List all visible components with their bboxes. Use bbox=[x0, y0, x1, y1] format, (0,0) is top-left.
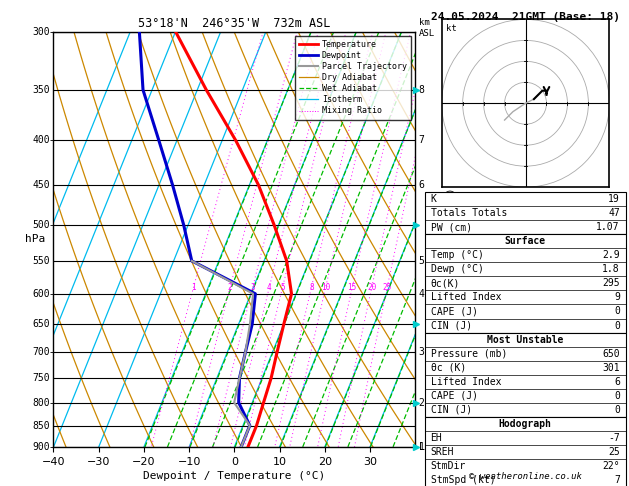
Text: 450: 450 bbox=[32, 180, 50, 190]
Text: 24.05.2024  21GMT (Base: 18): 24.05.2024 21GMT (Base: 18) bbox=[431, 12, 620, 22]
Text: Mixing Ratio (g/kg): Mixing Ratio (g/kg) bbox=[447, 188, 456, 291]
Text: 19: 19 bbox=[608, 194, 620, 204]
Text: Lifted Index: Lifted Index bbox=[431, 377, 501, 387]
Text: hPa: hPa bbox=[25, 234, 45, 244]
Text: kt: kt bbox=[446, 24, 457, 33]
Text: 2: 2 bbox=[228, 283, 232, 292]
Text: 7: 7 bbox=[614, 475, 620, 485]
Text: 6: 6 bbox=[614, 377, 620, 387]
Text: 301: 301 bbox=[602, 363, 620, 373]
Text: 400: 400 bbox=[32, 136, 50, 145]
Text: 8: 8 bbox=[419, 85, 425, 95]
Text: 600: 600 bbox=[32, 289, 50, 299]
Text: PW (cm): PW (cm) bbox=[431, 222, 472, 232]
Text: -7: -7 bbox=[608, 433, 620, 443]
Bar bbox=[425, 417, 626, 486]
Text: Most Unstable: Most Unstable bbox=[487, 335, 564, 345]
Text: 800: 800 bbox=[32, 398, 50, 408]
Text: 25: 25 bbox=[608, 447, 620, 457]
Text: 850: 850 bbox=[32, 420, 50, 431]
Text: 4: 4 bbox=[419, 289, 425, 299]
Text: EH: EH bbox=[431, 433, 442, 443]
Text: 500: 500 bbox=[32, 220, 50, 230]
Text: 20: 20 bbox=[367, 283, 376, 292]
Text: 5: 5 bbox=[281, 283, 285, 292]
Text: 4: 4 bbox=[267, 283, 272, 292]
Text: StmSpd (kt): StmSpd (kt) bbox=[431, 475, 495, 485]
Text: 47: 47 bbox=[608, 208, 620, 218]
Text: CAPE (J): CAPE (J) bbox=[431, 307, 477, 316]
Text: © weatheronline.co.uk: © weatheronline.co.uk bbox=[469, 472, 582, 481]
Text: Lifted Index: Lifted Index bbox=[431, 293, 501, 302]
Text: Temp (°C): Temp (°C) bbox=[431, 250, 484, 260]
Text: 0: 0 bbox=[614, 405, 620, 415]
Bar bbox=[425, 192, 626, 234]
Text: 1.07: 1.07 bbox=[596, 222, 620, 232]
Text: 0: 0 bbox=[614, 321, 620, 330]
Text: 2: 2 bbox=[419, 398, 425, 408]
Text: 25: 25 bbox=[382, 283, 392, 292]
Text: θc(K): θc(K) bbox=[431, 278, 460, 288]
Text: K: K bbox=[431, 194, 437, 204]
Text: 550: 550 bbox=[32, 256, 50, 266]
Text: 3: 3 bbox=[250, 283, 255, 292]
Text: θc (K): θc (K) bbox=[431, 363, 466, 373]
Text: 750: 750 bbox=[32, 373, 50, 383]
Text: LCL: LCL bbox=[419, 442, 437, 452]
Text: CAPE (J): CAPE (J) bbox=[431, 391, 477, 401]
Text: 1: 1 bbox=[419, 442, 425, 452]
Text: StmDir: StmDir bbox=[431, 461, 466, 471]
Text: 900: 900 bbox=[32, 442, 50, 452]
Text: Dewp (°C): Dewp (°C) bbox=[431, 264, 484, 274]
X-axis label: Dewpoint / Temperature (°C): Dewpoint / Temperature (°C) bbox=[143, 471, 325, 481]
Text: 350: 350 bbox=[32, 85, 50, 95]
Text: 295: 295 bbox=[602, 278, 620, 288]
Text: 700: 700 bbox=[32, 347, 50, 357]
Text: 5: 5 bbox=[419, 256, 425, 266]
Text: 0: 0 bbox=[614, 391, 620, 401]
Text: 2.9: 2.9 bbox=[602, 250, 620, 260]
Text: 7: 7 bbox=[419, 136, 425, 145]
Text: 3: 3 bbox=[419, 347, 425, 357]
Text: km
ASL: km ASL bbox=[419, 18, 435, 38]
Text: 650: 650 bbox=[602, 348, 620, 359]
Text: 9: 9 bbox=[614, 293, 620, 302]
Text: 22°: 22° bbox=[602, 461, 620, 471]
Text: Pressure (mb): Pressure (mb) bbox=[431, 348, 507, 359]
Text: Surface: Surface bbox=[504, 236, 546, 246]
Text: 1.8: 1.8 bbox=[602, 264, 620, 274]
Text: Totals Totals: Totals Totals bbox=[431, 208, 507, 218]
Text: SREH: SREH bbox=[431, 447, 454, 457]
Bar bbox=[425, 234, 626, 332]
Text: 650: 650 bbox=[32, 319, 50, 329]
Text: 10: 10 bbox=[321, 283, 330, 292]
Legend: Temperature, Dewpoint, Parcel Trajectory, Dry Adiabat, Wet Adiabat, Isotherm, Mi: Temperature, Dewpoint, Parcel Trajectory… bbox=[295, 36, 411, 120]
Text: 1: 1 bbox=[191, 283, 196, 292]
Bar bbox=[425, 332, 626, 417]
Title: 53°18'N  246°35'W  732m ASL: 53°18'N 246°35'W 732m ASL bbox=[138, 17, 330, 31]
Text: CIN (J): CIN (J) bbox=[431, 405, 472, 415]
Text: CIN (J): CIN (J) bbox=[431, 321, 472, 330]
Text: Hodograph: Hodograph bbox=[499, 419, 552, 429]
Text: 6: 6 bbox=[419, 180, 425, 190]
Text: 8: 8 bbox=[309, 283, 314, 292]
Text: 15: 15 bbox=[348, 283, 357, 292]
Text: 300: 300 bbox=[32, 27, 50, 36]
Text: 0: 0 bbox=[614, 307, 620, 316]
